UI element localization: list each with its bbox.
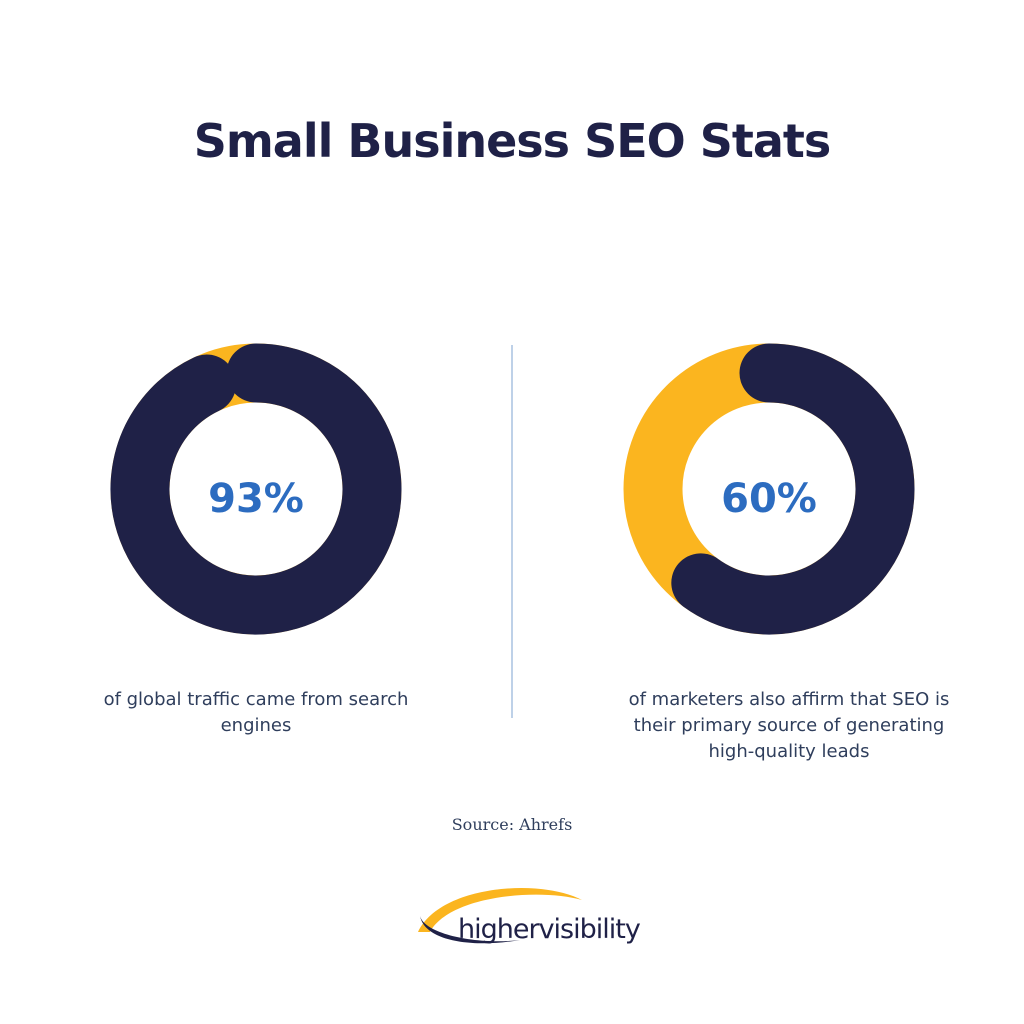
source: Source: Ahrefs: [452, 815, 573, 834]
donut-arc: [110, 343, 402, 635]
logo: highervisibility: [458, 914, 641, 945]
caption: of global traffic came from search engin…: [103, 689, 409, 736]
donut-arc: [671, 343, 915, 635]
center-label: 60%: [721, 476, 817, 522]
caption: of marketers also affirm that SEO is the…: [628, 689, 950, 762]
center-label: 93%: [208, 476, 304, 522]
logo-swoosh-yellow: [418, 888, 582, 932]
logo-swoosh-navy: [420, 916, 520, 944]
title: Small Business SEO Stats: [194, 114, 831, 168]
